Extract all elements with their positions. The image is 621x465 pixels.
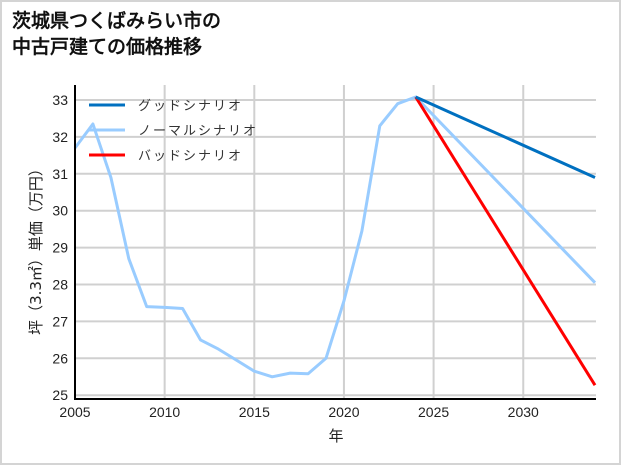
- series-line: [415, 95, 596, 179]
- x-axis-label: 年: [328, 427, 343, 445]
- series-lines: [73, 95, 597, 386]
- y-tick-label: 25: [52, 387, 68, 403]
- x-tick-label: 2025: [418, 404, 449, 420]
- legend-label: グッドシナリオ: [138, 99, 243, 114]
- axes: 25 26 27 28 29 30 31 32 33 2005 2010 2015 2020 2025 20…: [52, 85, 596, 420]
- x-tick-label: 2005: [59, 404, 90, 420]
- x-tick-label: 2020: [328, 404, 359, 420]
- y-tick-label: 33: [52, 92, 68, 108]
- chart-title-line-2: 中古戸建ての価格推移: [12, 36, 203, 58]
- y-tick-label: 32: [52, 129, 68, 145]
- y-tick-label: 30: [52, 203, 68, 219]
- x-tick-label: 2030: [508, 404, 539, 420]
- x-tick-label: 2015: [239, 404, 270, 420]
- legend-label: バッドシナリオ: [138, 149, 243, 164]
- y-axis-label: 坪（3.3㎡）単価（万円）: [27, 161, 45, 335]
- y-tick-label: 26: [52, 350, 68, 366]
- y-tick-label: 28: [52, 277, 68, 293]
- y-tick-label: 29: [52, 240, 68, 256]
- y-tick-label: 27: [52, 313, 68, 329]
- legend-label: ノーマルシナリオ: [138, 124, 258, 139]
- chart-title-line-1: 茨城県つくばみらい市の: [12, 10, 222, 32]
- x-tick-label: 2010: [149, 404, 180, 420]
- y-tick-label: 31: [52, 166, 68, 182]
- series-line: [414, 96, 597, 386]
- series-line: [73, 95, 597, 379]
- chart-title: 茨城県つくばみらい市の 中古戸建ての価格推移: [12, 8, 221, 60]
